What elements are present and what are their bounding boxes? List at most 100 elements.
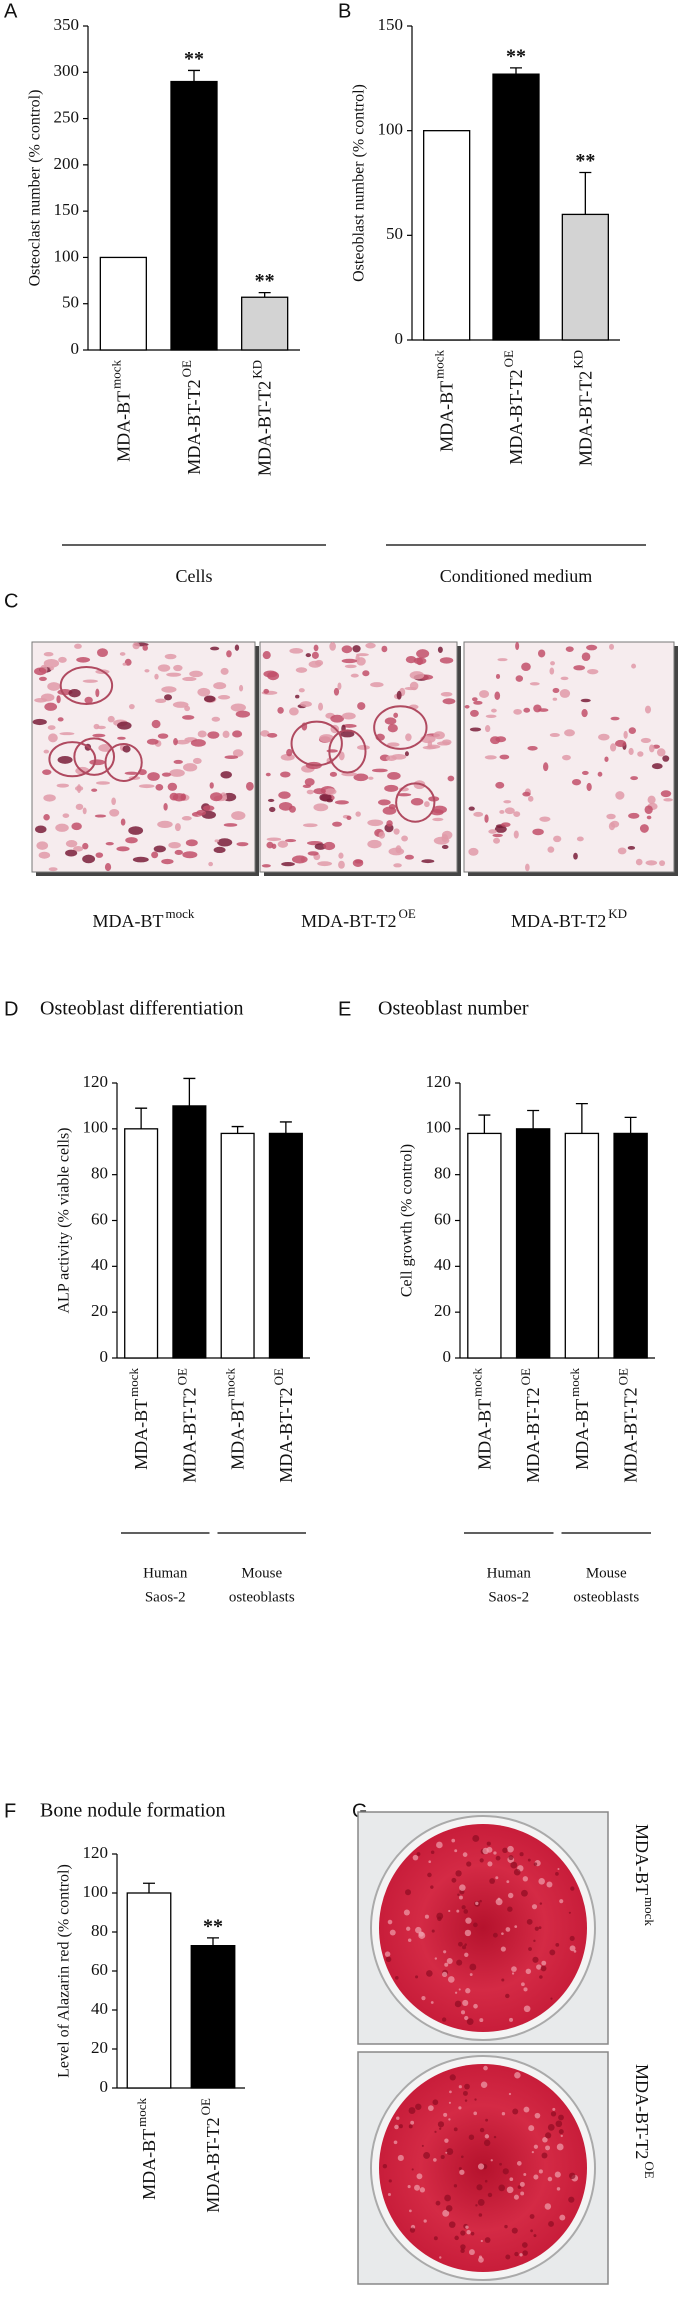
cell bbox=[367, 839, 382, 849]
y-tick-label: 100 bbox=[54, 246, 80, 265]
stain-speck bbox=[431, 1929, 435, 1933]
cell bbox=[439, 657, 454, 664]
cell bbox=[606, 813, 616, 820]
cell bbox=[393, 712, 399, 718]
stain-speck bbox=[394, 2124, 399, 2130]
stain-speck bbox=[479, 1899, 482, 1903]
stain-speck bbox=[531, 2151, 534, 2154]
stain-speck bbox=[539, 1902, 543, 1905]
stain-speck bbox=[502, 1847, 508, 1854]
label-superscript: OE bbox=[501, 350, 516, 367]
cell bbox=[628, 727, 637, 735]
stain-speck bbox=[439, 2127, 442, 2130]
significance-label: ** bbox=[184, 48, 204, 70]
stain-speck bbox=[433, 2236, 438, 2241]
cell bbox=[314, 659, 324, 666]
label-main: MDA-BT bbox=[437, 381, 457, 452]
cell bbox=[43, 659, 60, 668]
y-tick-label: 80 bbox=[434, 1164, 451, 1183]
bar bbox=[492, 73, 540, 341]
stain-speck bbox=[487, 2192, 493, 2198]
significance-label: ** bbox=[255, 270, 275, 292]
stain-speck bbox=[397, 2154, 404, 2162]
x-tick-label: MDA-BT-T2 KD bbox=[570, 350, 595, 466]
stain-speck bbox=[441, 2017, 447, 2022]
cell bbox=[581, 770, 589, 775]
cell bbox=[538, 708, 549, 712]
cell bbox=[552, 697, 558, 701]
stain-speck bbox=[432, 2099, 439, 2106]
stain-speck bbox=[461, 1905, 466, 1910]
cell bbox=[340, 730, 355, 738]
cell bbox=[329, 642, 336, 651]
cell bbox=[499, 810, 505, 814]
stain-speck bbox=[497, 1897, 501, 1901]
stain-speck bbox=[460, 2248, 465, 2254]
cell bbox=[263, 688, 270, 694]
stain-speck bbox=[507, 1845, 514, 1853]
cell bbox=[220, 667, 229, 675]
stain-speck bbox=[444, 1962, 449, 1967]
cell bbox=[580, 698, 591, 703]
label-superscript: mock bbox=[223, 1368, 238, 1397]
stain-speck bbox=[533, 1862, 538, 1866]
stain-speck bbox=[542, 2137, 548, 2143]
stain-speck bbox=[430, 1850, 435, 1854]
cell bbox=[338, 751, 345, 761]
label-main: MDA-BT-T2 bbox=[511, 911, 606, 931]
cell bbox=[386, 820, 393, 827]
cell bbox=[271, 843, 277, 849]
stain-speck bbox=[533, 2144, 539, 2149]
y-tick-label: 50 bbox=[62, 293, 79, 312]
stain-speck bbox=[556, 2187, 561, 2191]
stain-speck bbox=[538, 1926, 542, 1930]
y-tick-label: 0 bbox=[443, 1347, 452, 1366]
cell bbox=[313, 803, 329, 812]
stain-speck bbox=[414, 2184, 421, 2191]
label-main: MDA-BT bbox=[131, 1399, 151, 1470]
cell bbox=[332, 821, 343, 827]
cell bbox=[628, 812, 640, 819]
cell bbox=[286, 748, 293, 757]
cell bbox=[598, 733, 610, 741]
bar bbox=[126, 1892, 172, 2089]
label-superscript: OE bbox=[642, 2161, 657, 2178]
cell bbox=[172, 701, 189, 708]
stain-speck bbox=[480, 2239, 483, 2243]
cell bbox=[504, 807, 515, 815]
cell bbox=[565, 646, 574, 652]
cell bbox=[484, 814, 489, 823]
cell bbox=[232, 749, 244, 757]
stain-speck bbox=[473, 2003, 478, 2009]
stain-speck bbox=[444, 2138, 449, 2143]
stain-speck bbox=[455, 1870, 462, 1877]
cell bbox=[651, 763, 663, 770]
cell bbox=[48, 733, 58, 743]
stain-speck bbox=[555, 1943, 560, 1947]
stain-speck bbox=[548, 2221, 554, 2227]
stain-speck bbox=[447, 1976, 455, 1983]
stain-speck bbox=[549, 1949, 556, 1956]
stain-speck bbox=[462, 2090, 468, 2096]
stain-speck bbox=[573, 1950, 577, 1953]
stain-speck bbox=[443, 1950, 447, 1954]
cell bbox=[499, 754, 510, 760]
cell bbox=[174, 849, 183, 855]
cell bbox=[278, 791, 291, 799]
group-label: Human bbox=[143, 1565, 188, 1581]
cell bbox=[490, 736, 501, 745]
photo-caption: MDA-BTmock bbox=[632, 1824, 657, 1926]
stain-speck bbox=[480, 2081, 488, 2089]
x-tick-label: MDA-BT mock bbox=[432, 350, 457, 452]
cell bbox=[422, 745, 437, 750]
cell bbox=[586, 644, 598, 651]
label-main: MDA-BT-T2 bbox=[180, 1387, 200, 1482]
cell bbox=[122, 662, 127, 666]
cell bbox=[660, 790, 672, 798]
stain-speck bbox=[519, 2181, 525, 2187]
stain-speck bbox=[416, 1852, 421, 1856]
label-main: MDA-BT bbox=[572, 1399, 592, 1470]
stain-speck bbox=[534, 2112, 541, 2119]
bar bbox=[170, 80, 218, 351]
